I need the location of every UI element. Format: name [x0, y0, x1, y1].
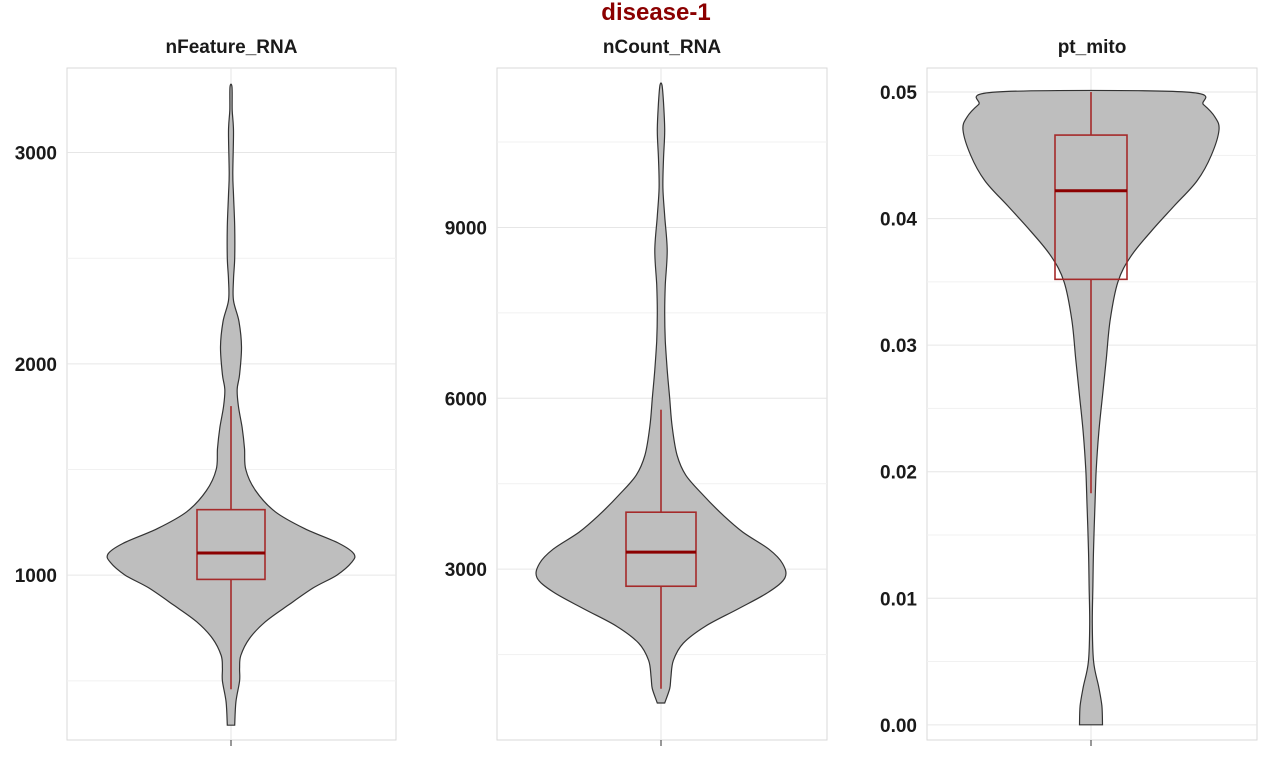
figure-title: disease-1	[601, 0, 710, 26]
y-tick-label: 0.04	[880, 210, 917, 231]
y-tick-label: 9000	[445, 218, 487, 239]
y-tick-label: 0.02	[880, 463, 917, 484]
y-tick-label: 0.00	[880, 716, 917, 737]
y-tick-label: 1000	[15, 566, 57, 587]
panel-title-nfeature-rna: nFeature_RNA	[166, 37, 298, 58]
y-tick-label: 0.03	[880, 336, 917, 357]
interquartile-box	[625, 511, 697, 588]
panel-nfeature-rna: 1000 2000 3000 nFeature_RNA	[15, 37, 397, 746]
y-tick-label: 0.01	[880, 589, 917, 610]
y-tick-label: 6000	[445, 389, 487, 410]
panel-title-ncount-rna: nCount_RNA	[603, 37, 721, 58]
interquartile-box	[196, 508, 266, 581]
y-tick-label: 3000	[445, 560, 487, 581]
panel-ncount-rna: 3000 6000 9000 nCount_RNA	[445, 37, 828, 746]
y-tick-label: 0.05	[880, 83, 917, 104]
violin-ncount-rna	[535, 82, 787, 704]
panel-pt-mito: 0.00 0.01 0.02 0.03 0.04 0.05 pt_mito	[880, 37, 1258, 746]
y-tick-label: 3000	[15, 144, 57, 165]
interquartile-box	[1054, 134, 1128, 281]
panel-title-pt-mito: pt_mito	[1058, 37, 1127, 58]
y-tick-label: 2000	[15, 355, 57, 376]
violin-nfeature-rna	[106, 83, 356, 726]
